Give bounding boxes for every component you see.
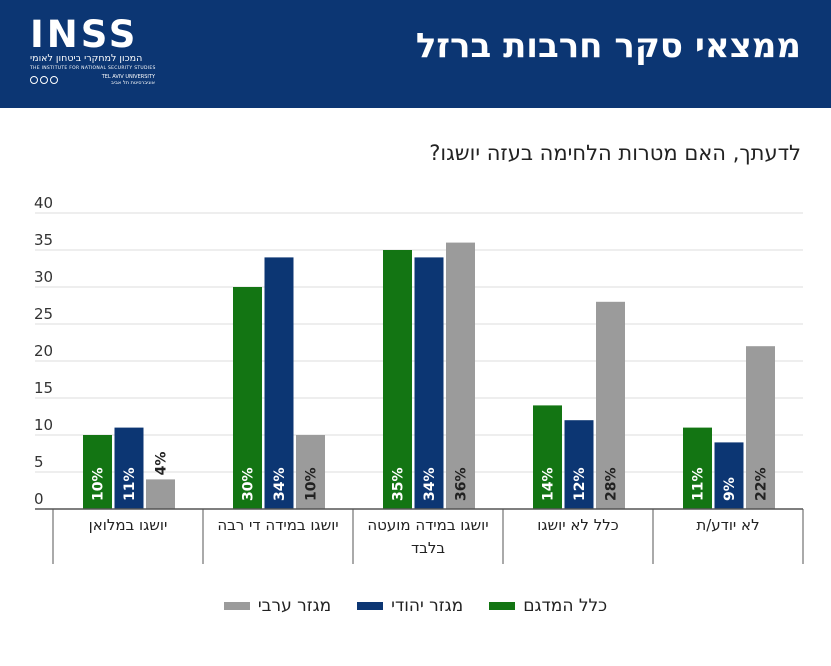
bar [114, 427, 144, 509]
data-label: 10% [304, 467, 320, 501]
logo-hebrew-name: המכון למחקרי ביטחון לאומי [30, 53, 143, 64]
legend-swatch [357, 602, 384, 610]
legend-swatch [489, 602, 516, 610]
bar [233, 287, 262, 509]
y-tick-label: 40 [34, 194, 53, 212]
bar [746, 346, 775, 509]
category-label: כלל לא יושגו [537, 516, 618, 534]
bar [564, 420, 594, 509]
data-label: 28% [604, 467, 620, 501]
data-label: 11% [691, 467, 707, 501]
data-label: 11% [122, 467, 138, 501]
y-tick-label: 10 [34, 416, 53, 434]
y-tick-label: 0 [34, 490, 44, 508]
category-label: יושגו במידה די רבה [217, 516, 338, 534]
data-label: 34% [272, 467, 288, 501]
logo-circles-icon [30, 76, 58, 84]
data-label: 30% [241, 467, 257, 501]
inss-logo: INSS המכון למחקרי ביטחון לאומי THE INSTI… [30, 16, 155, 92]
chart-title: לדעתך, האם מטרות הלחימה בעזה יושגו? [429, 141, 801, 165]
y-tick-label: 25 [34, 305, 53, 323]
data-label: 10% [91, 467, 107, 501]
y-tick-label: 5 [34, 453, 44, 471]
y-tick-label: 15 [34, 379, 53, 397]
logo-english-name: THE INSTITUTE FOR NATIONAL SECURITY STUD… [30, 66, 156, 71]
legend-item: מגזר ערבי [223, 596, 332, 616]
bar [414, 257, 444, 509]
data-label: 12% [572, 467, 588, 501]
bar [714, 442, 744, 509]
data-label: 14% [541, 467, 557, 501]
data-label: 9% [722, 477, 738, 501]
category-label: יושגו במידה מועטה [367, 516, 488, 534]
header-bar: INSS המכון למחקרי ביטחון לאומי THE INSTI… [0, 0, 831, 108]
category-label: לא יודע/ת [696, 516, 759, 534]
data-label: 36% [454, 467, 470, 501]
data-label: 34% [422, 467, 438, 501]
bar [264, 257, 294, 509]
logo-university-heb: אוניברסיטת תל אביב [111, 80, 155, 86]
bar [383, 250, 412, 509]
legend-label: מגזר ערבי [257, 596, 332, 616]
bar [296, 435, 325, 509]
legend-item: כלל המדגם [489, 596, 607, 616]
y-tick-label: 20 [34, 342, 53, 360]
chart-legend: כלל המדגם מגזר יהודי מגזר ערבי [0, 596, 831, 616]
bar [683, 427, 712, 509]
bar [533, 405, 562, 509]
category-label: יושגו במלואן [89, 516, 168, 534]
bar [596, 301, 625, 509]
legend-item: מגזר יהודי [357, 596, 463, 616]
legend-label: כלל המדגם [523, 596, 608, 616]
data-label: 35% [391, 467, 407, 501]
logo-university-en: TEL AVIV UNIVERSITY [101, 74, 155, 80]
category-label: בלבד [411, 539, 445, 557]
y-tick-label: 30 [34, 268, 53, 286]
bar [146, 479, 175, 509]
data-label: 22% [754, 467, 770, 501]
y-tick-label: 35 [34, 231, 53, 249]
data-label: 4% [154, 452, 170, 476]
legend-label: מגזר יהודי [391, 596, 464, 616]
page-title: ממצאי סקר חרבות ברזל [415, 26, 801, 66]
bar [83, 435, 112, 509]
bar [446, 242, 475, 509]
logo-mark: INSS [30, 13, 139, 56]
legend-swatch [223, 602, 250, 610]
